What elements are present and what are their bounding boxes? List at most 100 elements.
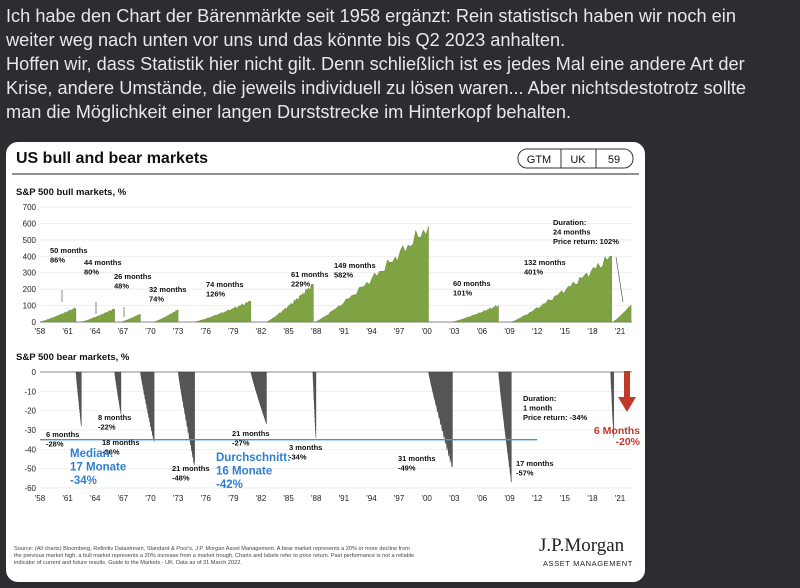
bull-market-area bbox=[39, 307, 77, 323]
x-tick-label: '06 bbox=[477, 327, 488, 336]
bear-market-label: -28% bbox=[46, 440, 64, 449]
x-tick-label: '76 bbox=[201, 327, 212, 336]
message-line: Ich habe den Chart der Bärenmärkte seit … bbox=[6, 6, 736, 26]
bull-market-area bbox=[194, 301, 251, 323]
y-tick-label: -40 bbox=[24, 445, 36, 454]
median-annotation: -34% bbox=[70, 475, 97, 487]
bear-market-label: -34% bbox=[289, 453, 307, 462]
y-tick-label: 700 bbox=[23, 203, 37, 212]
bull-market-area bbox=[315, 226, 429, 323]
y-tick-label: 200 bbox=[23, 285, 37, 294]
x-tick-label: '12 bbox=[532, 494, 543, 503]
x-tick-label: '82 bbox=[256, 494, 267, 503]
bull-market-label: 44 months bbox=[84, 258, 122, 267]
y-tick-label: 500 bbox=[23, 236, 37, 245]
x-tick-label: '94 bbox=[366, 327, 377, 336]
source-line: indicator of current and future results.… bbox=[14, 560, 242, 566]
x-tick-label: '88 bbox=[311, 327, 322, 336]
average-annotation: 16 Monate bbox=[216, 466, 272, 478]
bull-market-label: 48% bbox=[114, 282, 129, 291]
x-tick-label: '21 bbox=[615, 327, 626, 336]
bear-market-label: 1 month bbox=[523, 404, 553, 413]
bear-market-label: 3 months bbox=[289, 443, 322, 452]
x-tick-label: '82 bbox=[256, 327, 267, 336]
x-tick-label: '91 bbox=[339, 494, 350, 503]
x-tick-label: '76 bbox=[201, 494, 212, 503]
bull-market-label: 149 months bbox=[334, 261, 376, 270]
x-tick-label: '00 bbox=[421, 327, 432, 336]
bear-market-label: -36% bbox=[102, 448, 120, 457]
bull-market-label: 401% bbox=[524, 268, 544, 277]
bull-market-label: 582% bbox=[334, 271, 354, 280]
x-tick-label: '88 bbox=[311, 494, 322, 503]
y-tick-label: 400 bbox=[23, 252, 37, 261]
x-tick-label: '94 bbox=[366, 494, 377, 503]
bull-market-label: 50 months bbox=[50, 246, 88, 255]
y-tick-label: -20 bbox=[24, 407, 36, 416]
x-tick-label: '03 bbox=[449, 327, 460, 336]
current-decline-arrow bbox=[624, 371, 630, 397]
badge-gtm: GTM bbox=[527, 154, 551, 166]
label-leader bbox=[615, 256, 624, 303]
bear-market-label: 21 months bbox=[172, 464, 210, 473]
bear-market-label: Price return: -34% bbox=[523, 413, 588, 422]
median-annotation: 17 Monate bbox=[70, 462, 126, 474]
x-tick-label: '03 bbox=[449, 494, 460, 503]
x-tick-label: '21 bbox=[615, 494, 626, 503]
badge-uk: UK bbox=[570, 154, 586, 166]
y-tick-label: 0 bbox=[32, 368, 37, 377]
chart-title: US bull and bear markets bbox=[16, 150, 208, 167]
x-tick-label: '85 bbox=[283, 494, 294, 503]
bear-market-label: -49% bbox=[398, 464, 416, 473]
jpmorgan-logo: J.P.Morgan bbox=[539, 535, 625, 556]
x-tick-label: '85 bbox=[283, 327, 294, 336]
y-tick-label: 100 bbox=[23, 302, 37, 311]
bear-market-label: -57% bbox=[516, 469, 534, 478]
bull-market-label: 74 months bbox=[206, 280, 244, 289]
x-tick-label: '12 bbox=[532, 327, 543, 336]
message-line: Krise, andere Umstände, die jeweils indi… bbox=[6, 78, 747, 98]
y-tick-label: 600 bbox=[23, 219, 37, 228]
bear-chart-title: S&P 500 bear markets, % bbox=[16, 352, 130, 363]
x-tick-label: '67 bbox=[118, 494, 129, 503]
bull-market-label: Price return: 102% bbox=[553, 237, 619, 246]
y-tick-label: -30 bbox=[24, 426, 36, 435]
y-tick-label: -50 bbox=[24, 465, 36, 474]
message-text: Ich habe den Chart der Bärenmärkte seit … bbox=[6, 4, 794, 124]
bull-market-label: 80% bbox=[84, 268, 99, 277]
bear-market-label: -22% bbox=[98, 423, 116, 432]
bull-market-label: 132 months bbox=[524, 258, 566, 267]
bear-market-area bbox=[610, 371, 614, 438]
x-tick-label: '70 bbox=[145, 327, 156, 336]
y-tick-label: -10 bbox=[24, 387, 36, 396]
x-tick-label: '91 bbox=[339, 327, 350, 336]
x-tick-label: '67 bbox=[118, 327, 129, 336]
bear-market-label: Duration: bbox=[523, 394, 556, 403]
y-tick-label: 0 bbox=[32, 318, 37, 327]
badge-group: GTM UK 59 bbox=[517, 148, 634, 169]
current-decline-annotation: 6 Months bbox=[594, 425, 640, 437]
source-note: Source: (All charts) Bloomberg, Refiniti… bbox=[14, 546, 414, 566]
x-tick-label: '73 bbox=[173, 494, 184, 503]
x-tick-label: '06 bbox=[477, 494, 488, 503]
chart-image-card[interactable]: US bull and bear markets GTM UK 59 S&P 5… bbox=[6, 142, 645, 582]
bull-market-label: 126% bbox=[206, 290, 226, 299]
bear-market-area bbox=[114, 371, 122, 415]
x-tick-label: '58 bbox=[35, 494, 46, 503]
bull-market-label: 86% bbox=[50, 256, 65, 265]
bear-market-area bbox=[75, 371, 82, 427]
bear-market-area bbox=[312, 371, 317, 438]
bull-market-area bbox=[120, 313, 141, 323]
x-tick-label: '97 bbox=[394, 327, 405, 336]
bull-market-label: 229% bbox=[291, 280, 311, 289]
bull-market-label: 26 months bbox=[114, 272, 152, 281]
bear-market-label: 8 months bbox=[98, 413, 131, 422]
x-tick-label: '15 bbox=[560, 327, 571, 336]
current-decline-annotation: -20% bbox=[615, 436, 640, 448]
bear-market-area bbox=[428, 371, 453, 467]
x-tick-label: '61 bbox=[62, 327, 73, 336]
bull-market-area bbox=[266, 284, 314, 323]
x-tick-label: '18 bbox=[587, 327, 598, 336]
y-tick-label: 300 bbox=[23, 269, 37, 278]
bull-market-area bbox=[511, 255, 612, 323]
